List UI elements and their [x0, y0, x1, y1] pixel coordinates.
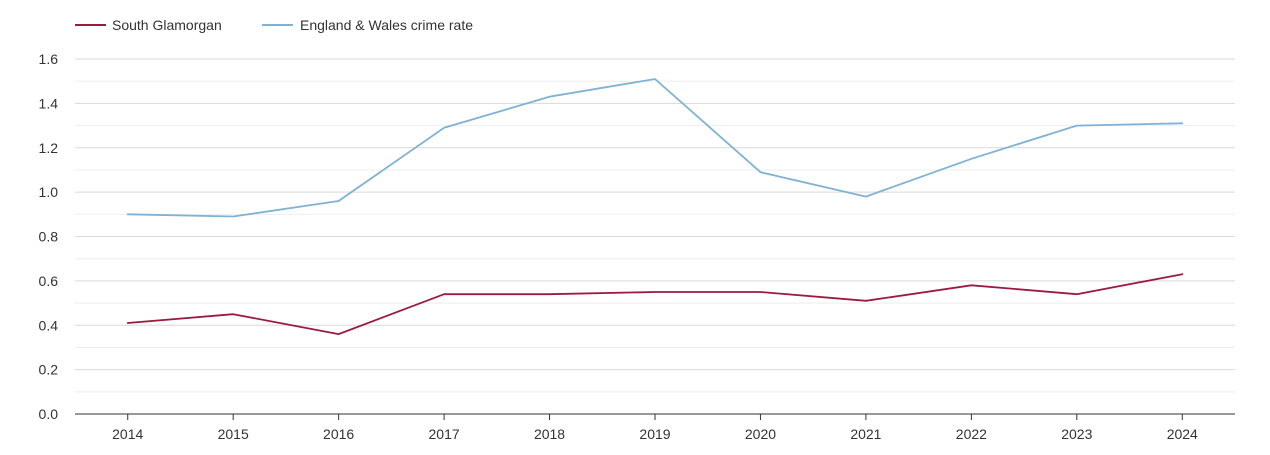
- x-axis-tick-labels: 2014 2015 2016 2017 2018 2019 2020 2021 2022 2023…: [112, 414, 1198, 442]
- series-line-south-glamorgan: [126, 273, 1184, 336]
- x-tick-label: 2014: [112, 426, 143, 442]
- y-tick-label: 0.4: [39, 317, 59, 333]
- legend: South Glamorgan England & Wales crime ra…: [75, 17, 473, 33]
- x-tick-label: 2022: [956, 426, 987, 442]
- y-axis-tick-labels: 0.0 0.2 0.4 0.6 0.8 1.0 1.2 1.4 1.6: [39, 51, 59, 422]
- y-tick-label: 0.6: [39, 273, 59, 289]
- gridlines: [75, 58, 1235, 393]
- y-tick-label: 0.0: [39, 406, 59, 422]
- series-line-england-wales-crime-rate: [126, 78, 1184, 218]
- x-tick-label: 2024: [1167, 426, 1198, 442]
- y-tick-label: 1.2: [39, 140, 59, 156]
- x-tick-label: 2015: [218, 426, 249, 442]
- y-tick-label: 1.6: [39, 51, 59, 67]
- x-tick-label: 2020: [745, 426, 776, 442]
- x-tick-label: 2023: [1061, 426, 1092, 442]
- y-tick-label: 0.8: [39, 229, 59, 245]
- y-tick-label: 0.2: [39, 362, 59, 378]
- x-tick-label: 2016: [323, 426, 354, 442]
- y-tick-label: 1.4: [39, 95, 59, 111]
- legend-label-england-wales: England & Wales crime rate: [300, 17, 473, 33]
- x-tick-label: 2018: [534, 426, 565, 442]
- y-tick-label: 1.0: [39, 184, 59, 200]
- x-tick-label: 2019: [639, 426, 670, 442]
- x-tick-label: 2021: [850, 426, 881, 442]
- legend-label-south-glamorgan: South Glamorgan: [112, 17, 222, 33]
- series-lines: [126, 78, 1184, 336]
- x-tick-label: 2017: [429, 426, 460, 442]
